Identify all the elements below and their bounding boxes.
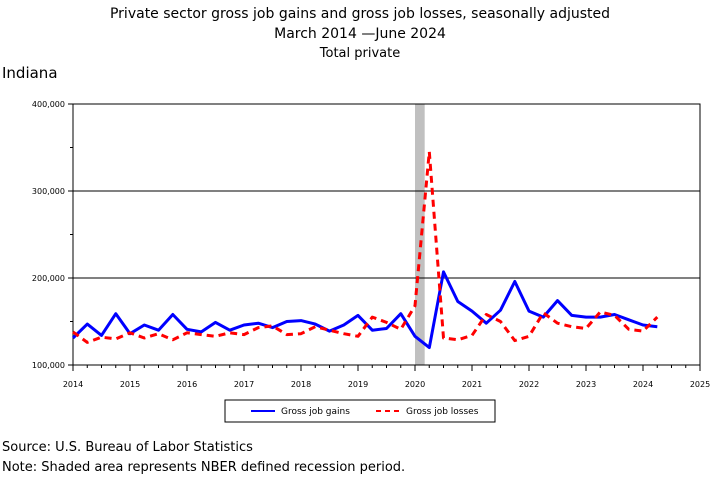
y-tick-label: 300,000: [32, 187, 65, 196]
x-tick-label: 2022: [519, 380, 539, 389]
source-note: Source: U.S. Bureau of Labor Statistics: [2, 440, 253, 455]
chart-title: Private sector gross job gains and gross…: [109, 6, 611, 22]
legend-box: [224, 399, 496, 423]
chart-subtitle: Total private: [319, 46, 401, 61]
area-label: Indiana: [2, 64, 58, 82]
series-line-gross-job-losses: [72, 150, 659, 344]
series-line-gross-job-gains: [71, 270, 658, 350]
y-tick-label: 400,000: [32, 100, 65, 109]
x-tick-label: 2024: [633, 380, 653, 389]
legend-label: Gross job losses: [406, 407, 479, 417]
x-tick-label: 2015: [120, 380, 140, 389]
x-tick-label: 2019: [348, 380, 368, 389]
x-tick-label: 2025: [690, 380, 710, 389]
x-tick-label: 2023: [576, 380, 596, 389]
x-tick-label: 2016: [177, 380, 197, 389]
x-tick-label: 2018: [291, 380, 311, 389]
chart-title-block: Private sector gross job gains and gross…: [0, 4, 720, 64]
x-tick-label: 2017: [234, 380, 254, 389]
recession-shading: [415, 104, 425, 365]
x-tick-label: 2014: [63, 380, 83, 389]
recession-note: Note: Shaded area represents NBER define…: [2, 460, 406, 475]
legend-label: Gross job gains: [281, 407, 350, 417]
chart-date-range: March 2014 —June 2024: [274, 26, 446, 42]
x-tick-label: 2021: [462, 380, 482, 389]
y-tick-label: 100,000: [32, 361, 65, 370]
y-tick-label: 200,000: [32, 274, 65, 283]
x-tick-label: 2020: [405, 380, 425, 389]
plot-frame: [72, 103, 701, 366]
